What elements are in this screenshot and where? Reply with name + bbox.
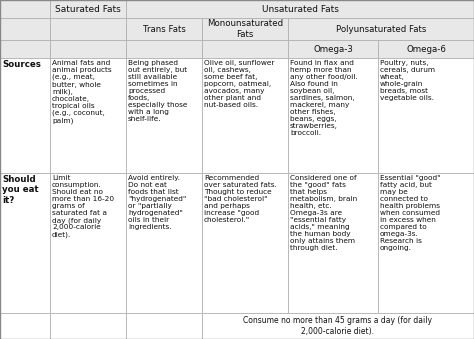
- Text: Omega-3: Omega-3: [313, 44, 353, 54]
- Bar: [288, 40, 378, 58]
- Text: Omega-6: Omega-6: [406, 44, 446, 54]
- Text: Trans Fats: Trans Fats: [143, 24, 185, 34]
- Bar: [50, 173, 126, 313]
- Bar: [126, 18, 202, 40]
- Text: Found in flax and
hemp more than
any other food/oil.
Also found in
soybean oil,
: Found in flax and hemp more than any oth…: [290, 60, 358, 136]
- Bar: [50, 0, 126, 18]
- Text: Saturated Fats: Saturated Fats: [55, 4, 121, 14]
- Bar: [202, 18, 288, 40]
- Bar: [378, 173, 474, 313]
- Text: Recommended
over saturated fats.
Thought to reduce
"bad cholesterol"
and perhaps: Recommended over saturated fats. Thought…: [204, 175, 277, 223]
- Bar: [0, 18, 50, 40]
- Bar: [126, 58, 202, 173]
- Bar: [126, 313, 202, 339]
- Bar: [0, 173, 50, 313]
- Bar: [126, 40, 202, 58]
- Text: Essential "good"
fatty acid, but
may be
connected to
health problems
when consum: Essential "good" fatty acid, but may be …: [380, 175, 441, 251]
- Bar: [0, 58, 50, 173]
- Text: Consume no more than 45 grams a day (for daily
2,000-calorie diet).: Consume no more than 45 grams a day (for…: [244, 316, 432, 336]
- Bar: [126, 173, 202, 313]
- Bar: [202, 58, 288, 173]
- Bar: [202, 313, 474, 339]
- Bar: [50, 18, 126, 40]
- Text: Polyunsaturated Fats: Polyunsaturated Fats: [336, 24, 426, 34]
- Bar: [378, 40, 474, 58]
- Text: Animal fats and
animal products
(e.g., meat,
butter, whole
milk),
chocolate,
tro: Animal fats and animal products (e.g., m…: [52, 60, 111, 124]
- Text: Should
you eat
it?: Should you eat it?: [2, 175, 38, 205]
- Bar: [288, 18, 474, 40]
- Bar: [126, 0, 474, 18]
- Text: Unsaturated Fats: Unsaturated Fats: [262, 4, 338, 14]
- Text: Considered one of
the "good" fats
that helps
metabolism, brain
health, etc.
Omeg: Considered one of the "good" fats that h…: [290, 175, 357, 251]
- Bar: [50, 313, 126, 339]
- Text: Poultry, nuts,
cereals, durum
wheat,
whole-grain
breads, most
vegetable oils.: Poultry, nuts, cereals, durum wheat, who…: [380, 60, 435, 101]
- Text: Avoid entirely.
Do not eat
foods that list
"hydrogenated"
or "partially
hydrogen: Avoid entirely. Do not eat foods that li…: [128, 175, 186, 230]
- Text: Sources: Sources: [2, 60, 41, 69]
- Bar: [0, 313, 50, 339]
- Bar: [378, 58, 474, 173]
- Bar: [288, 173, 378, 313]
- Text: Olive oil, sunflower
oil, cashews,
some beef fat,
popcorn, oatmeal,
avocados, ma: Olive oil, sunflower oil, cashews, some …: [204, 60, 274, 108]
- Bar: [0, 40, 50, 58]
- Text: Limit
consumption.
Should eat no
more than 16-20
grams of
saturated fat a
day (f: Limit consumption. Should eat no more th…: [52, 175, 114, 238]
- Bar: [202, 173, 288, 313]
- Text: Being phased
out entirely, but
still available
sometimes in
processed
foods,
esp: Being phased out entirely, but still ava…: [128, 60, 187, 122]
- Bar: [0, 0, 50, 18]
- Bar: [288, 58, 378, 173]
- Bar: [202, 40, 288, 58]
- Text: Monounsaturated
Fats: Monounsaturated Fats: [207, 19, 283, 39]
- Bar: [50, 58, 126, 173]
- Bar: [50, 40, 126, 58]
